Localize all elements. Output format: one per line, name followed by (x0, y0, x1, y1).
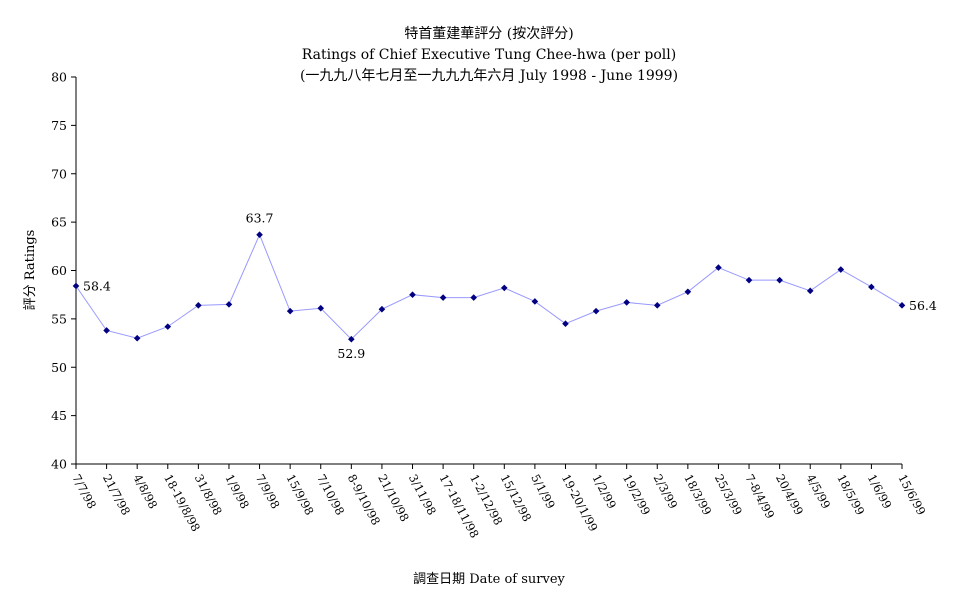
x-tick-label: 18/3/99 (681, 472, 714, 518)
x-tick-label: 2/3/99 (651, 472, 681, 511)
data-point (103, 327, 110, 334)
y-tick-label: 50 (51, 360, 67, 375)
y-tick-label: 65 (51, 215, 67, 230)
x-tick-label: 31/8/98 (192, 472, 225, 518)
x-tick-label: 7-8/4/99 (742, 472, 777, 521)
data-point (348, 335, 355, 343)
y-tick-label: 55 (51, 311, 67, 326)
y-tick-label: 60 (51, 263, 67, 278)
data-point (806, 287, 814, 295)
data-point (72, 282, 80, 290)
x-tick-label: 5/1/99 (528, 472, 558, 511)
x-tick-label: 25/3/99 (712, 472, 745, 518)
data-point (409, 291, 416, 298)
x-tick-label: 7/9/98 (253, 472, 283, 511)
data-point (592, 307, 600, 315)
data-point (898, 302, 906, 309)
data-point (286, 307, 294, 315)
data-point (531, 298, 539, 305)
y-tick-label: 80 (51, 70, 67, 85)
data-point (745, 276, 753, 284)
data-point (776, 276, 783, 284)
series-layer (72, 231, 906, 343)
data-point (195, 302, 202, 309)
x-tick-label: 19/2/99 (620, 472, 653, 518)
x-tick-label: 7/7/98 (69, 472, 99, 511)
data-point (133, 334, 141, 342)
x-tick-label: 15/6/99 (895, 472, 928, 518)
x-tick-label: 3/11/98 (406, 472, 439, 518)
data-point (500, 284, 508, 292)
x-tick-label: 1/6/99 (865, 472, 895, 511)
data-point (256, 231, 263, 239)
data-label: 52.9 (337, 346, 365, 361)
x-tick-label: 1/2/99 (589, 472, 619, 511)
data-point (715, 264, 722, 271)
y-tick-label: 70 (51, 166, 67, 181)
data-point (439, 294, 447, 301)
data-point (837, 266, 845, 273)
y-tick-label: 40 (51, 457, 67, 472)
data-point (225, 301, 233, 308)
x-tick-label: 20/4/99 (773, 472, 806, 518)
x-tick-label: 21/7/98 (100, 472, 133, 518)
x-tick-label: 18/5/99 (834, 472, 867, 518)
data-point (562, 320, 569, 328)
x-tick-label: 4/5/99 (804, 472, 834, 511)
data-point (653, 302, 661, 309)
data-label: 56.4 (909, 298, 937, 313)
data-point (470, 294, 478, 301)
data-label: 58.4 (83, 278, 111, 293)
x-tick-label: 1/9/98 (222, 472, 252, 511)
x-tick-label: 15/9/98 (283, 472, 316, 518)
x-tick-label: 7/10/98 (314, 472, 347, 518)
y-axis-label: 評分 Ratings (23, 230, 38, 311)
data-point (164, 323, 172, 330)
x-tick-label: 4/8/98 (131, 472, 161, 511)
data-label: 63.7 (246, 211, 274, 226)
chart-subtitle: Ratings of Chief Executive Tung Chee-hwa… (302, 47, 676, 63)
data-point (317, 304, 325, 312)
y-tick-label: 45 (51, 408, 67, 423)
chart-subtitle-period: (一九九八年七月至一九九九年六月 July 1998 - June 1999) (300, 68, 678, 84)
data-point (684, 288, 692, 296)
data-point (623, 299, 630, 306)
data-labels-layer: 58.4 63.7 52.9 56.4 (83, 211, 937, 361)
chart-title: 特首董建華評分 (按次評分) (404, 26, 573, 42)
data-point (378, 305, 386, 313)
y-tick-label: 75 (51, 118, 67, 133)
series-line (75, 233, 903, 340)
x-axis-label: 調查日期 Date of survey (413, 572, 565, 587)
data-point (868, 283, 875, 291)
